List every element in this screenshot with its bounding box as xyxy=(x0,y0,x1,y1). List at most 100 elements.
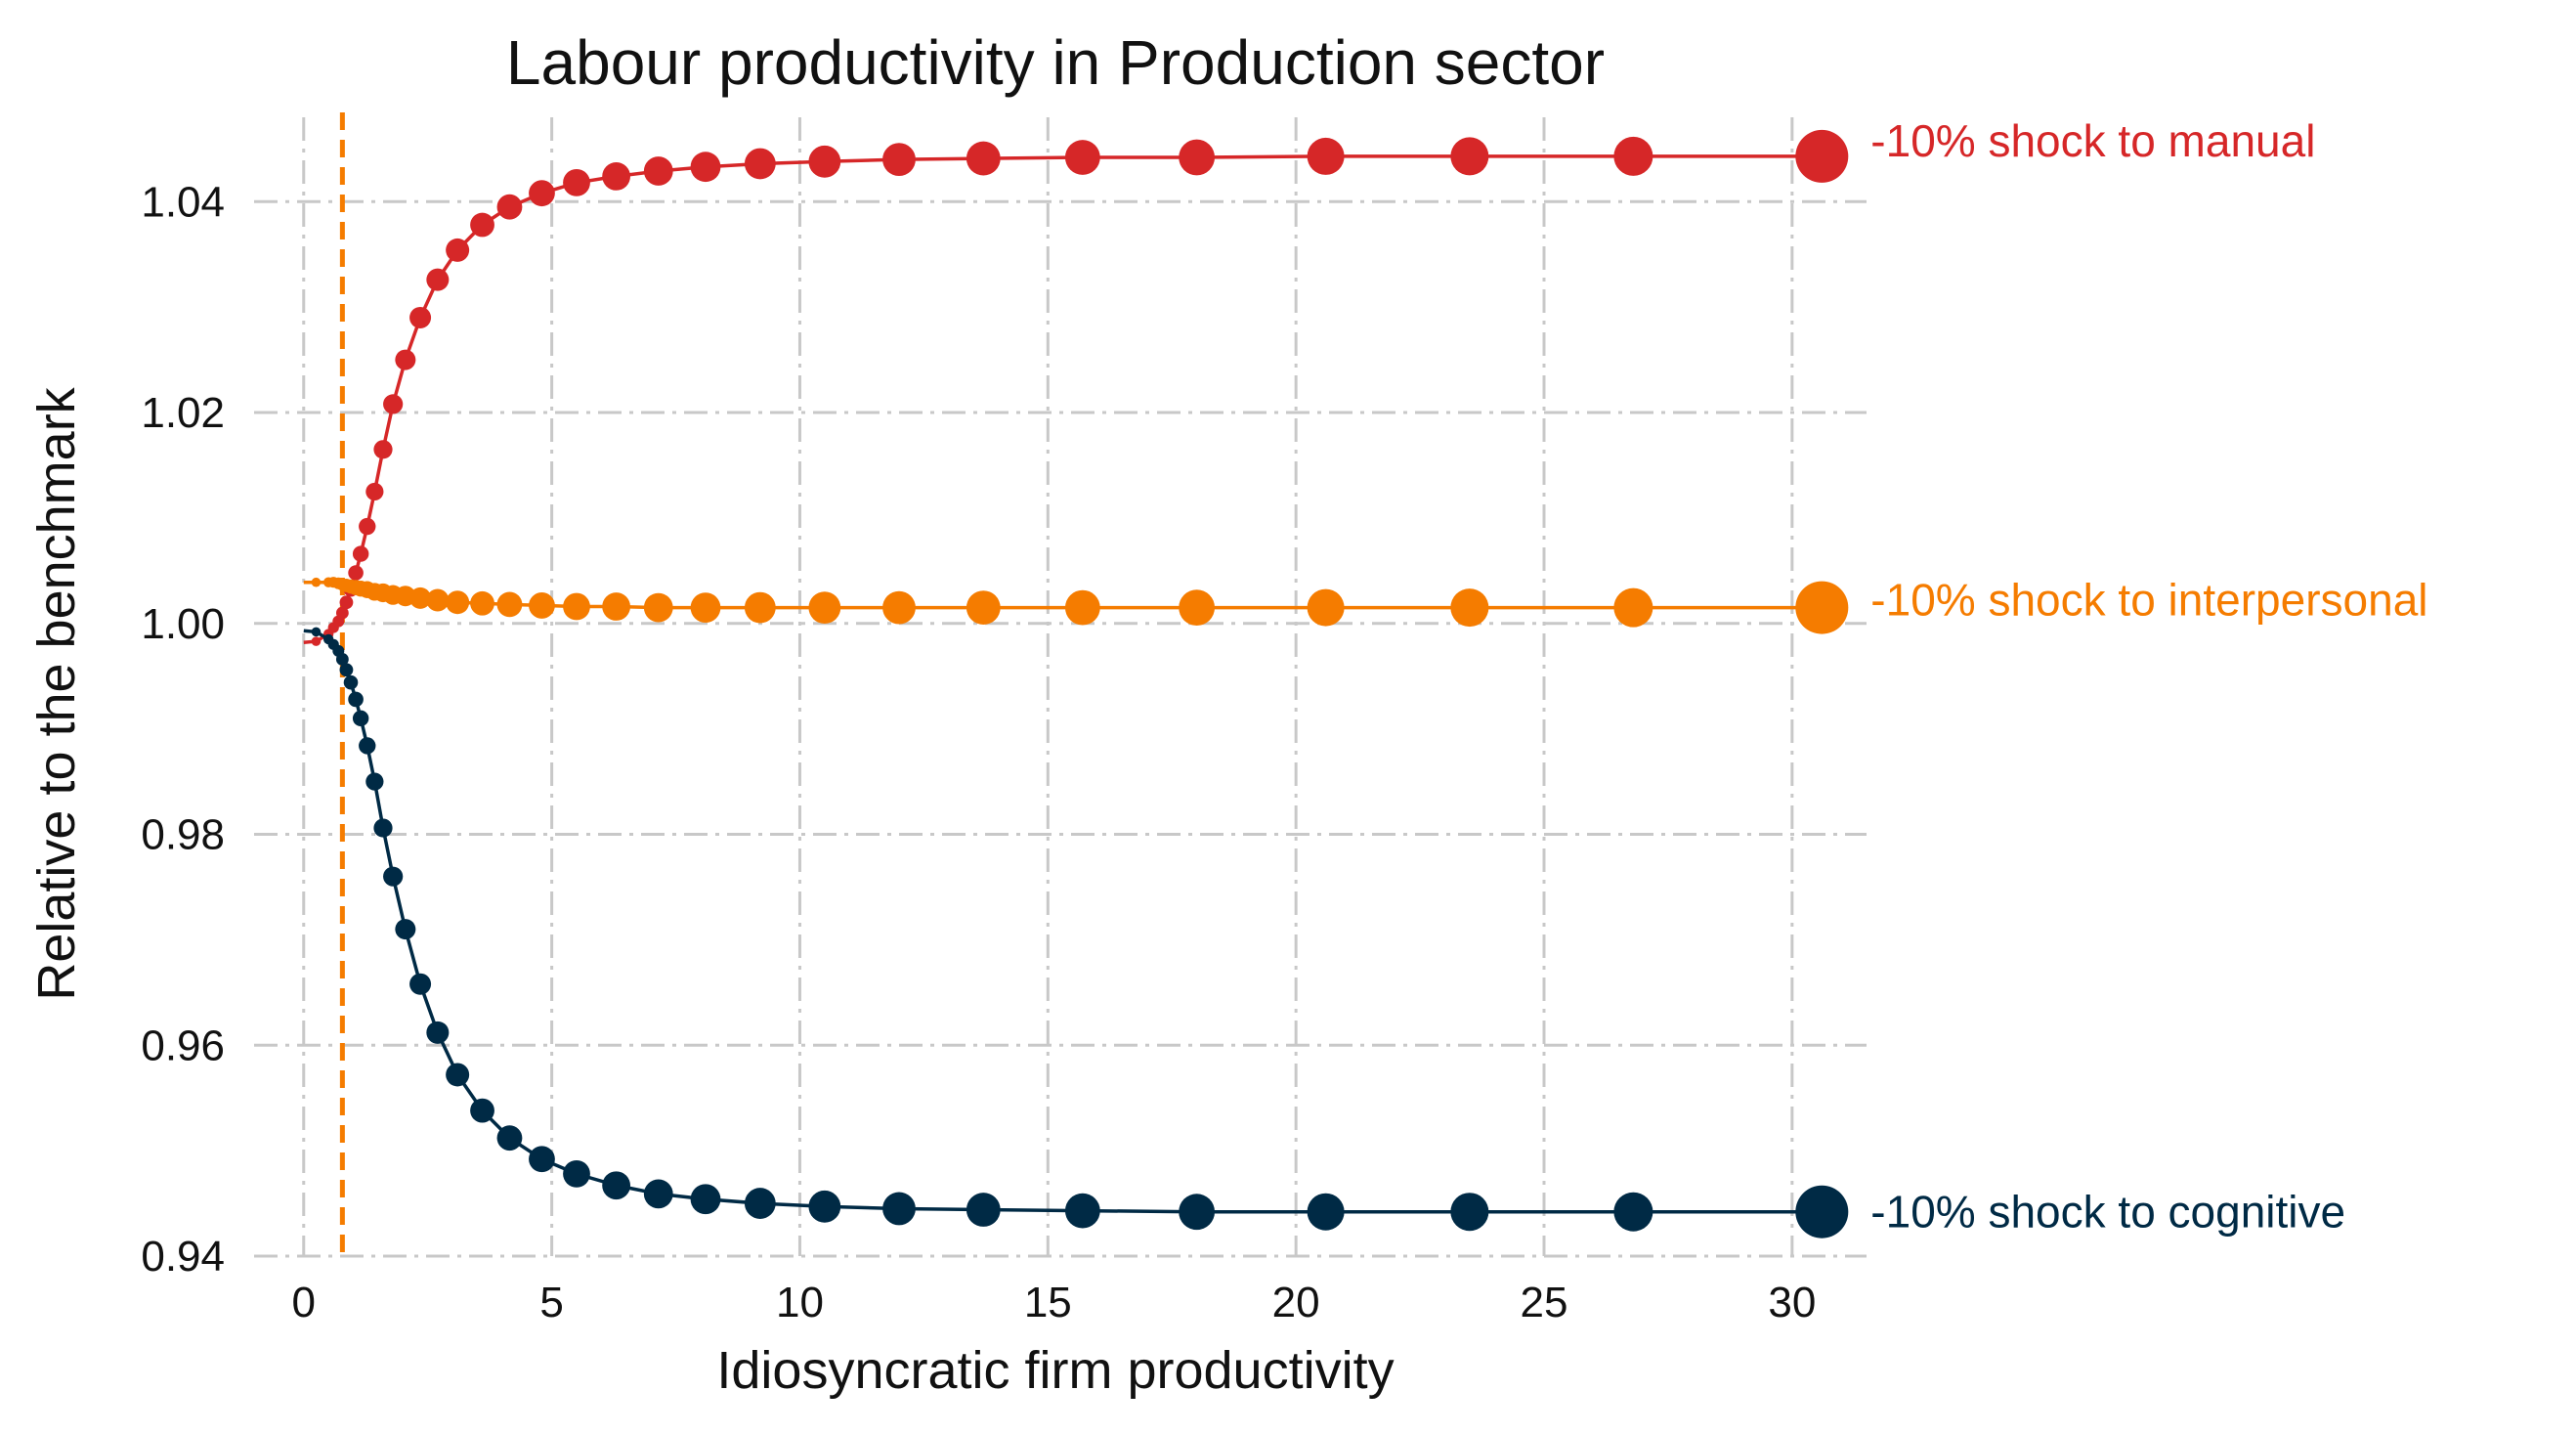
data-point xyxy=(373,818,393,838)
series-label: -10% shock to manual xyxy=(1870,115,2315,166)
data-point xyxy=(373,440,393,459)
data-point xyxy=(529,180,555,207)
x-axis-label: Idiosyncratic firm productivity xyxy=(716,1341,1394,1400)
data-point xyxy=(365,772,384,791)
data-point xyxy=(643,1179,673,1209)
series-line xyxy=(303,154,1823,644)
y-tick-label: 0.98 xyxy=(141,811,225,859)
data-point xyxy=(348,565,364,581)
data-point xyxy=(529,592,555,619)
x-tick-label: 30 xyxy=(1768,1279,1816,1326)
data-point xyxy=(1064,589,1100,626)
data-point xyxy=(808,1190,841,1223)
series-line xyxy=(303,629,1823,1214)
data-point xyxy=(563,168,590,196)
data-point xyxy=(602,1171,631,1200)
series-label: -10% shock to interpersonal xyxy=(1870,575,2427,626)
data-point xyxy=(470,212,494,238)
x-tick-label: 10 xyxy=(776,1279,824,1326)
data-point xyxy=(882,1192,916,1226)
data-point xyxy=(335,606,349,620)
data-point xyxy=(496,591,523,618)
data-point xyxy=(1795,1185,1849,1238)
data-point xyxy=(744,591,776,624)
data-point xyxy=(643,156,673,186)
data-point xyxy=(602,162,631,191)
data-point xyxy=(1307,588,1345,627)
data-point xyxy=(496,1125,523,1152)
data-point xyxy=(1450,137,1489,176)
data-point xyxy=(311,636,322,646)
data-point xyxy=(409,306,432,328)
x-axis-ticks: 0 5 10 15 20 25 30 xyxy=(292,1279,1817,1326)
data-point xyxy=(352,710,369,727)
data-point xyxy=(311,627,322,637)
y-tick-label: 0.96 xyxy=(141,1021,225,1069)
data-point xyxy=(1450,588,1489,628)
series-labels: -10% shock to manual -10% shock to interp… xyxy=(1870,115,2427,1238)
data-point xyxy=(1307,137,1345,175)
data-point xyxy=(1179,139,1216,176)
data-point xyxy=(966,1193,1001,1227)
data-point xyxy=(1307,1193,1345,1231)
data-point xyxy=(643,592,673,623)
data-point xyxy=(343,674,359,690)
grid xyxy=(254,117,1867,1258)
data-point xyxy=(359,517,376,536)
data-point xyxy=(1064,1193,1100,1229)
data-point xyxy=(744,148,776,180)
x-tick-label: 5 xyxy=(539,1279,563,1326)
data-point xyxy=(529,1146,555,1173)
y-tick-label: 0.94 xyxy=(141,1233,225,1281)
data-point xyxy=(470,590,494,616)
data-point xyxy=(339,663,354,677)
data-point xyxy=(446,238,470,262)
data-point xyxy=(470,1098,494,1123)
data-point xyxy=(1450,1193,1489,1232)
x-tick-label: 15 xyxy=(1024,1279,1072,1326)
data-point xyxy=(395,349,416,370)
x-tick-label: 20 xyxy=(1272,1279,1320,1326)
data-point xyxy=(690,152,721,183)
data-point xyxy=(1795,581,1849,634)
data-point xyxy=(563,1159,590,1188)
y-axis-ticks: 0.94 0.96 0.98 1.00 1.02 1.04 xyxy=(141,178,225,1281)
data-point xyxy=(496,194,523,220)
data-point xyxy=(1613,136,1653,176)
y-axis-label: Relative to the benchmark xyxy=(27,386,86,1000)
data-point xyxy=(383,394,404,414)
data-point xyxy=(808,145,841,178)
data-point xyxy=(359,737,376,755)
data-point xyxy=(426,1021,450,1044)
data-point xyxy=(690,592,721,623)
data-point xyxy=(311,577,322,587)
data-point xyxy=(335,653,349,666)
series-2 xyxy=(303,577,1849,634)
data-point xyxy=(383,866,404,887)
series-3 xyxy=(303,627,1849,1238)
data-point xyxy=(808,591,841,624)
series-label: -10% shock to cognitive xyxy=(1870,1187,2345,1238)
data-point xyxy=(882,143,916,177)
y-tick-label: 1.00 xyxy=(141,600,225,648)
data-point xyxy=(1064,140,1100,175)
data-point xyxy=(409,587,432,609)
data-point xyxy=(882,590,916,625)
data-point xyxy=(339,595,354,610)
data-point xyxy=(602,592,631,621)
data-point xyxy=(365,482,384,501)
chart-title: Labour productivity in Production sector xyxy=(506,27,1605,98)
x-tick-label: 0 xyxy=(292,1279,316,1326)
y-tick-label: 1.02 xyxy=(141,389,225,437)
data-point xyxy=(1179,589,1216,626)
data-point xyxy=(426,588,450,612)
data-point xyxy=(446,1063,470,1087)
series-1 xyxy=(303,129,1849,646)
data-point xyxy=(1795,129,1849,183)
data-point xyxy=(563,592,590,621)
data-point xyxy=(446,590,470,615)
data-point xyxy=(395,919,416,940)
data-point xyxy=(966,590,1001,625)
